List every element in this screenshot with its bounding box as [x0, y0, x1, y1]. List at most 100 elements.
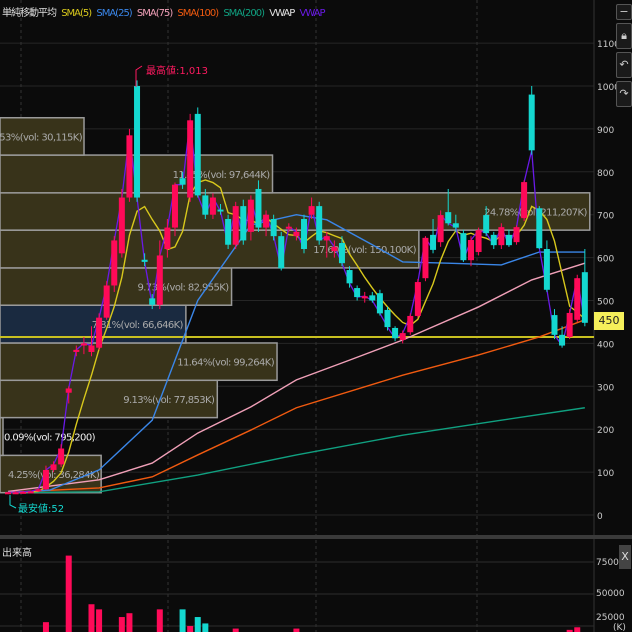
candle-body [88, 345, 95, 352]
candle-body [414, 282, 421, 316]
candle-body [278, 236, 285, 269]
low-price-label: 最安値:52 [18, 502, 64, 515]
candles [5, 80, 588, 495]
panel-separator [0, 535, 632, 539]
candle-body [301, 218, 308, 250]
volume-bar [179, 609, 186, 632]
candle-body [392, 327, 399, 339]
legend-sma75[interactable]: SMA(75) [136, 8, 173, 19]
price-axis: 0 100 200 300 400 500 600 700 800 900 1000 1100 [597, 40, 620, 522]
candle-body [536, 208, 543, 249]
candle-body [240, 206, 247, 241]
candle-body [361, 296, 368, 299]
candle-body [475, 230, 482, 253]
candle-body [42, 469, 49, 490]
high-price-label: 最高値:1,013 [146, 64, 208, 77]
volume-bar [566, 629, 573, 632]
redo-icon[interactable]: ↷ [616, 81, 632, 107]
candle-body [452, 223, 459, 228]
candle-body [316, 206, 323, 241]
candle-body [164, 227, 171, 250]
candle-body [308, 206, 315, 215]
volume-bar [42, 622, 49, 632]
legend-vwap[interactable]: VWAP [269, 8, 295, 19]
candle-body [437, 215, 444, 243]
candle-body [50, 464, 57, 470]
candle-body [202, 195, 209, 215]
candle-body [171, 184, 178, 228]
volume-bar [202, 623, 209, 632]
candle-body [422, 237, 429, 279]
volume-tick-75000: 75000 [596, 558, 625, 568]
candle-body [5, 492, 11, 495]
sma-line [7, 262, 586, 493]
price-tick-label: 300 [597, 383, 614, 393]
volume-bar [574, 627, 581, 632]
volume-panel-title: 出来高 [2, 548, 32, 559]
volume-bar [118, 617, 125, 632]
candle-body [27, 491, 34, 494]
undo-icon[interactable]: ↶ [616, 52, 632, 78]
candle-body [559, 334, 566, 346]
volume-profile: 4.25%(vol: 36,284K) 0.09%(vol: 795,200) 9.… [0, 116, 594, 494]
candle-body [566, 312, 573, 337]
candle-body [293, 231, 300, 237]
legend-vwap-2[interactable]: VWAP [299, 8, 325, 19]
volume-bar [88, 604, 95, 632]
candle-body [521, 182, 528, 219]
candle-body [149, 298, 156, 305]
candle-body [331, 246, 338, 252]
close-volume-panel-button[interactable]: X [619, 545, 631, 569]
candle-body [58, 448, 65, 465]
candle-body [467, 240, 474, 261]
volume-profile-bar [0, 116, 85, 156]
legend-sma200[interactable]: SMA(200) [223, 8, 265, 19]
indicator-legend: 単純移動平均 SMA(5) SMA(25) SMA(75) SMA(100) S… [2, 4, 328, 19]
candle-body [354, 288, 361, 298]
candle-body [103, 285, 110, 318]
annotations: 最高値:1,013 最安値:52 75000 50000 25000 (K) [9, 64, 626, 632]
price-tick-label: 1000 [597, 83, 620, 93]
volume-bar [194, 617, 201, 632]
legend-sma25[interactable]: SMA(25) [96, 8, 132, 19]
candle-body [551, 315, 558, 335]
sma-line [7, 319, 586, 493]
current-price-tag: 450 [594, 312, 624, 330]
low-marker [9, 495, 17, 509]
price-tick-label: 800 [597, 169, 614, 179]
volume-bars [42, 555, 581, 632]
candle-body [141, 259, 148, 262]
volume-profile-label: 4.25%(vol: 36,284K) [8, 470, 100, 481]
candle-body [194, 113, 201, 196]
candle-body [581, 272, 588, 323]
candle-body [407, 315, 414, 333]
price-tick-label: 500 [597, 298, 614, 308]
price-tick-label: 1100 [597, 40, 620, 50]
candle-body [12, 492, 19, 495]
volume-profile-label: 7.81%(vol: 66,646K) [92, 320, 184, 331]
volume-profile-bar [0, 342, 278, 382]
price-tick-label: 400 [597, 340, 614, 350]
candle-body [35, 489, 42, 492]
volume-profile-bar [0, 229, 420, 269]
candle-body [513, 227, 520, 243]
candle-body [399, 333, 406, 340]
volume-tick-25000: 25000 [596, 613, 625, 623]
candle-body [187, 120, 194, 198]
lock-icon[interactable]: 🔒︎ [616, 23, 632, 49]
candle-body [111, 240, 118, 286]
volume-profile-label: 11.45%(vol: 97,644K) [173, 170, 271, 181]
minus-icon[interactable]: − [616, 4, 632, 20]
legend-sma5[interactable]: SMA(5) [61, 8, 92, 19]
legend-sma100[interactable]: SMA(100) [177, 8, 219, 19]
candle-body [156, 255, 163, 305]
price-tick-label: 700 [597, 212, 614, 222]
price-tick-label: 600 [597, 255, 614, 265]
candle-body [369, 295, 376, 301]
price-tick-label: 900 [597, 126, 614, 136]
candle-body [217, 209, 224, 212]
volume-bar [293, 628, 300, 632]
candle-body [346, 270, 353, 284]
volume-profile-label: 0.09%(vol: 795,200) [4, 432, 96, 443]
